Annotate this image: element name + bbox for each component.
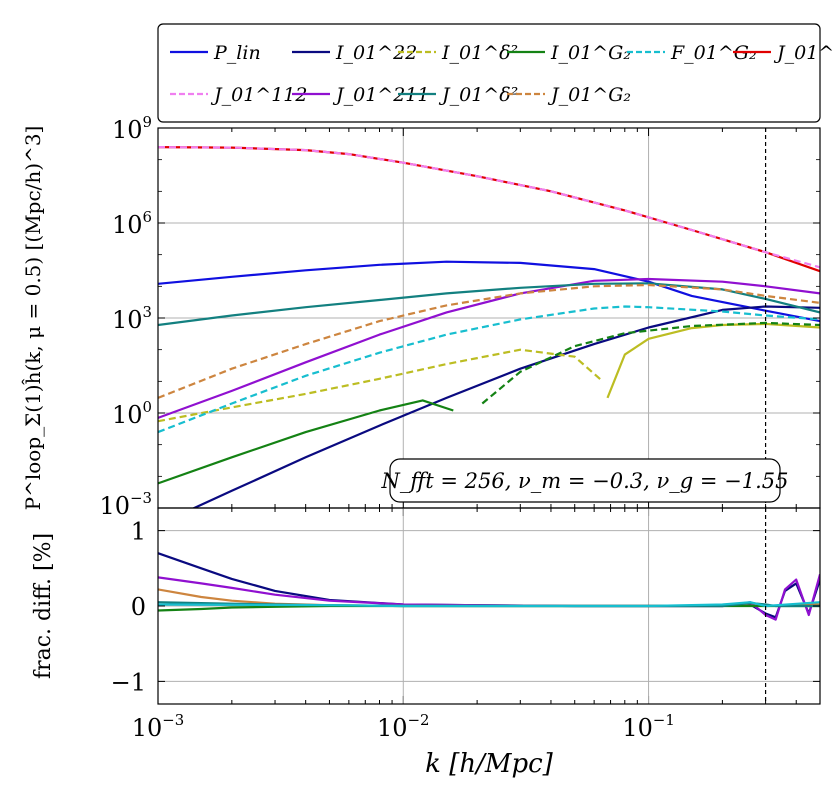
series-p-lin xyxy=(158,260,820,323)
legend-label: J_01^G₂ xyxy=(547,84,631,106)
xtick-label: 10−1 xyxy=(622,711,674,742)
main-ytick-label: 10−3 xyxy=(100,489,152,520)
x-axis-label: k [h/Mpc] xyxy=(425,749,553,779)
main-ytick-label: 103 xyxy=(112,303,152,334)
series-i-01 xyxy=(606,322,820,399)
legend-label: J_01^121 xyxy=(773,42,835,64)
legend-entry-j-01: J_01^δ² xyxy=(398,84,518,106)
legend-entry-j-01-112: J_01^112 xyxy=(170,84,307,106)
annotation-text: N_fft = 256, ν_m = −0.3, ν_g = −1.55 xyxy=(380,469,788,493)
legend-label: P_lin xyxy=(213,42,261,64)
res-ytick-label: 0 xyxy=(131,593,146,621)
residual-panel: −1 0 1 10−3 10−2 10−1 frac. diff. [%] k [h/Mp… xyxy=(31,507,821,779)
legend-label: J_01^211 xyxy=(332,84,429,106)
main-grid xyxy=(157,127,820,509)
legend-entry-i-01-22: I_01^22 xyxy=(292,42,417,64)
legend-frame xyxy=(157,23,821,123)
legend-entry-i-01-g: I_01^G₂ xyxy=(507,42,631,64)
legend-label: I_01^G₂ xyxy=(550,42,631,64)
main-ylabel: P^loop_Σ(1)ĥ(k, μ = 0.5) [(Mpc/h)^3] xyxy=(21,126,45,511)
res-ytick-label: −1 xyxy=(111,668,146,696)
legend-label: F_01^G₂ xyxy=(670,42,757,64)
main-ytick-label: 106 xyxy=(112,208,152,239)
legend-entry-j-01-211: J_01^211 xyxy=(292,84,429,106)
xtick-label: 10−3 xyxy=(132,711,184,742)
series-j-01-g xyxy=(158,283,820,399)
annotation-frame xyxy=(389,458,781,503)
series-i-01-22 xyxy=(191,305,820,508)
xtick-label: 10−2 xyxy=(377,711,429,742)
series-j-01-112 xyxy=(158,146,820,269)
series-j-01 xyxy=(158,282,820,327)
legend-entry-i-01: I_01^δ² xyxy=(398,42,518,64)
legend-entry-j-01-121: J_01^121 xyxy=(733,42,835,64)
residual-ylabel: frac. diff. [%] xyxy=(31,533,56,679)
annotation-box: N_fft = 256, ν_m = −0.3, ν_g = −1.55 xyxy=(380,458,789,503)
residual-series-j-01-211 xyxy=(158,574,820,621)
series-j-01-121 xyxy=(158,146,820,273)
legend-entry-p-lin: P_lin xyxy=(170,42,261,64)
series-i-01-g xyxy=(158,399,454,485)
legend-label: J_01^δ² xyxy=(438,84,518,106)
main-ytick-label: 100 xyxy=(112,398,152,429)
residual-series-f-01-g xyxy=(158,601,820,608)
series-j-01-211 xyxy=(158,277,820,419)
legend-entry-f-01-g: F_01^G₂ xyxy=(627,42,757,64)
main-ytick-label: 109 xyxy=(112,113,152,144)
legend-label: I_01^δ² xyxy=(441,42,518,64)
series-i-01 xyxy=(158,348,604,423)
series-f-01-g xyxy=(158,305,820,434)
legend-label: J_01^112 xyxy=(210,84,307,106)
res-ytick-label: 1 xyxy=(131,518,146,546)
legend: P_lin I_01^22 I_01^δ² I_01^G₂ F_01^G₂ J_01^12… xyxy=(157,23,835,123)
legend-entry-j-01-g: J_01^G₂ xyxy=(507,84,631,106)
legend-label: I_01^22 xyxy=(335,42,417,64)
series-i-01-g xyxy=(481,321,820,405)
